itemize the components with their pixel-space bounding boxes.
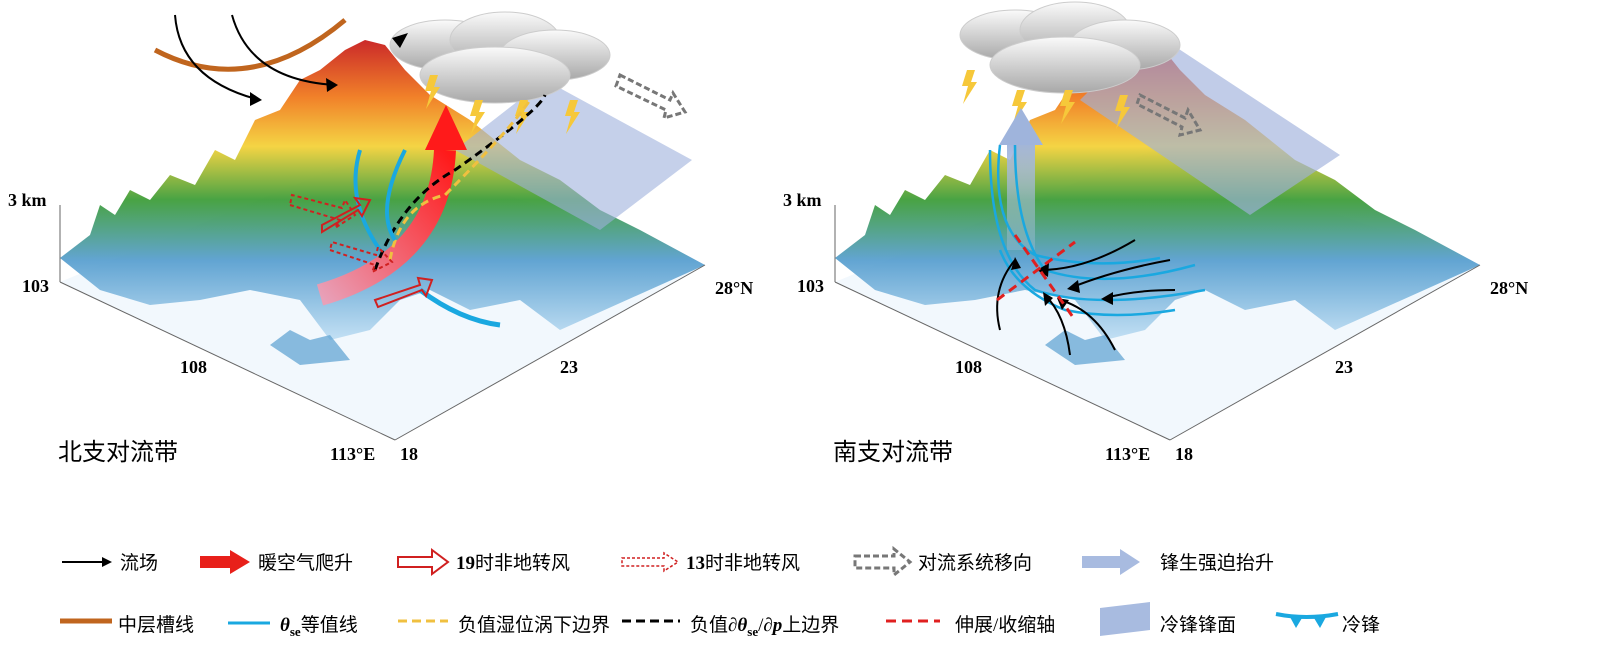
legend-label: 冷锋锋面 bbox=[1160, 614, 1236, 636]
legend-label: 中层槽线 bbox=[118, 614, 194, 636]
x-label: 103 bbox=[22, 276, 49, 296]
x-label: 108 bbox=[180, 357, 207, 377]
legend-label: θse等值线 bbox=[280, 614, 358, 639]
x-label: 113°E bbox=[330, 444, 375, 464]
legend: 流场 暖空气爬升 19时非地转风 13时非地转风 对流系统移向 锋生强迫抬升 中… bbox=[60, 545, 1380, 639]
legend-label: 流场 bbox=[120, 552, 158, 574]
panel-label: 南支对流带 bbox=[833, 439, 953, 466]
legend-label: 负值湿位涡下边界 bbox=[458, 614, 610, 636]
y-label: 28°N bbox=[715, 278, 753, 298]
x-label: 103 bbox=[797, 276, 824, 296]
y-label: 28°N bbox=[1490, 278, 1528, 298]
legend-label: 负值∂θse/∂p上边界 bbox=[690, 614, 839, 639]
legend-label: 13时非地转风 bbox=[686, 552, 800, 574]
legend-label: 19时非地转风 bbox=[456, 552, 570, 574]
panel-north: 3 km 103 108 113°E 18 23 28°N 北支对流带 bbox=[8, 11, 753, 466]
y-label: 23 bbox=[560, 357, 578, 377]
legend-label: 冷锋 bbox=[1342, 614, 1380, 636]
z-label: 3 km bbox=[783, 190, 822, 210]
y-label: 18 bbox=[400, 444, 418, 464]
legend-label: 伸展/收缩轴 bbox=[955, 614, 1055, 636]
legend-label: 对流系统移向 bbox=[918, 552, 1032, 574]
x-label: 113°E bbox=[1105, 444, 1150, 464]
cold-front-surface bbox=[455, 80, 692, 230]
y-label: 18 bbox=[1175, 444, 1193, 464]
panel-south: 3 km 103 108 113°E 18 23 28°N 南支对流带 bbox=[783, 1, 1528, 466]
panel-label: 北支对流带 bbox=[58, 439, 178, 466]
z-label: 3 km bbox=[8, 190, 47, 210]
x-label: 108 bbox=[955, 357, 982, 377]
y-label: 23 bbox=[1335, 357, 1353, 377]
legend-label: 锋生强迫抬升 bbox=[1160, 552, 1274, 574]
legend-label: 暖空气爬升 bbox=[258, 552, 353, 574]
